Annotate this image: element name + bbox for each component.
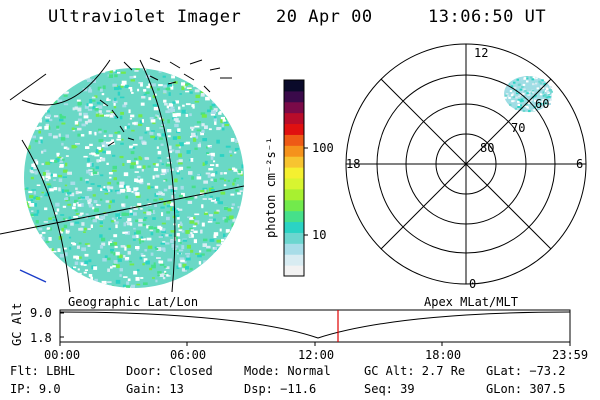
orbit-axis-ticks [59, 312, 571, 346]
image-date: 20 Apr 00 [276, 7, 373, 27]
colorbar-stripe [284, 101, 304, 114]
polar-frame-label: Apex MLat/MLT [424, 295, 518, 309]
colorbar-stripe [284, 123, 304, 135]
orbit-y-top: 9.0 [30, 306, 52, 320]
polar-label-18: 18 [346, 157, 361, 171]
orbit-y-bottom: 1.8 [30, 331, 52, 345]
info-ip: IP: 9.0 [10, 382, 61, 396]
colorbar-stripe [284, 90, 304, 103]
geo-grid-line [0, 185, 245, 235]
colorbar-stripe [284, 254, 304, 266]
colorbar-stripe [284, 134, 304, 146]
colorbar-stripe [284, 265, 304, 277]
colorbar-stripe [284, 188, 304, 201]
colorbar-stripe [284, 112, 304, 125]
info-glon: GLon: 307.5 [486, 382, 566, 396]
polar-label-0: 0 [469, 277, 477, 291]
info-dsp: Dsp: −11.6 [244, 382, 317, 396]
colorbar-stripe [284, 199, 304, 212]
polar-plot [345, 43, 587, 285]
info-gain: Gain: 13 [126, 382, 184, 396]
colorbar-stripe [284, 232, 304, 244]
colorbar-stripe [284, 210, 304, 223]
instrument-title: Ultraviolet Imager [48, 7, 242, 27]
colorbar-stripe [284, 221, 304, 233]
orbit-altitude-curve [59, 311, 571, 339]
orbit-x-tick-2: 12:00 [298, 348, 335, 362]
colorbar-frame [283, 79, 305, 277]
colorbar-stripe [284, 178, 304, 190]
polar-ring-label-80: 80 [480, 141, 495, 155]
polar-label-12: 12 [474, 46, 489, 60]
info-filter: Flt: LBHL [10, 364, 76, 378]
info-gc-alt: GC Alt: 2.7 Re [364, 364, 466, 378]
polar-ring-label-70: 70 [511, 121, 526, 135]
colorbar-stripe [284, 80, 304, 92]
info-mode: Mode: Normal [244, 364, 331, 378]
geo-grid-line [21, 59, 111, 106]
coastline-dashes [99, 57, 232, 147]
colorbar [284, 80, 304, 277]
geo-frame-label: Geographic Lat/Lon [68, 295, 199, 309]
colorbar-stripe [284, 156, 304, 168]
coastline [9, 73, 47, 101]
geo-grid-line [21, 139, 71, 292]
image-time: 13:06:50 UT [428, 7, 547, 27]
orbit-x-tick-4: 23:59 [552, 348, 589, 362]
orbit-x-tick-3: 18:00 [425, 348, 462, 362]
colorbar-label-10: 10 [312, 228, 327, 242]
orbit-y-axis-label: GC Alt [10, 302, 24, 346]
orbit-x-tick-1: 06:00 [170, 348, 207, 362]
orbit-x-tick-0: 00:00 [44, 348, 81, 362]
polar-label-6: 6 [576, 157, 584, 171]
polar-diagonal [380, 78, 552, 250]
geographic-image [0, 57, 245, 292]
info-glat: GLat: −73.2 [486, 364, 566, 378]
sun-direction-marker [19, 269, 47, 283]
polar-ring-label-60: 60 [535, 97, 550, 111]
colorbar-stripe [284, 145, 304, 157]
colorbar-stripe [284, 167, 304, 179]
colorbar-unit-label: photon cm⁻²s⁻¹ [264, 136, 278, 238]
geo-grid-line [139, 59, 176, 292]
colorbar-label-100: 100 [312, 141, 334, 155]
info-seq: Seq: 39 [364, 382, 415, 396]
colorbar-stripe [284, 243, 304, 255]
info-door: Door: Closed [126, 364, 213, 378]
